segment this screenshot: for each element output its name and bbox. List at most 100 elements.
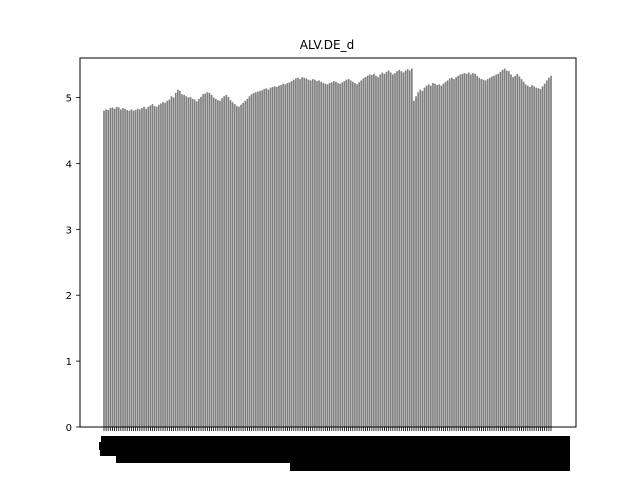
bar xyxy=(411,68,413,427)
bar xyxy=(233,104,236,428)
bar xyxy=(227,96,230,427)
bar xyxy=(402,72,405,427)
bar xyxy=(155,106,158,427)
plot-frame xyxy=(79,57,577,428)
bar xyxy=(221,98,223,427)
bar xyxy=(446,80,449,428)
bar xyxy=(238,106,240,427)
y-tick-label: 3 xyxy=(66,225,72,236)
bar xyxy=(514,75,516,427)
bar xyxy=(516,73,519,427)
bar xyxy=(246,98,249,427)
bar xyxy=(103,110,105,428)
bar xyxy=(318,80,320,428)
bar xyxy=(366,75,369,427)
bar xyxy=(499,71,502,427)
bar xyxy=(457,75,460,427)
x-tick-labels-overlap xyxy=(116,455,570,463)
bar xyxy=(505,70,508,428)
bar xyxy=(472,73,474,427)
bar xyxy=(370,75,373,427)
x-tick-labels-overlap xyxy=(101,436,570,445)
bar xyxy=(257,91,259,428)
bar xyxy=(242,102,245,427)
bar xyxy=(495,74,498,427)
x-axis-ticks xyxy=(99,427,570,471)
bar xyxy=(206,92,209,427)
bar xyxy=(292,79,295,428)
bar xyxy=(307,79,310,428)
bar xyxy=(259,90,261,427)
bar xyxy=(529,86,531,428)
bar xyxy=(415,96,417,427)
bar xyxy=(320,81,323,427)
bar xyxy=(185,96,188,427)
bar xyxy=(497,73,500,427)
bar xyxy=(465,73,468,427)
x-tick-labels-overlap xyxy=(100,449,570,456)
bar xyxy=(482,79,485,428)
bar xyxy=(545,80,548,428)
bar xyxy=(149,105,152,427)
bar xyxy=(486,79,489,427)
bar xyxy=(522,81,525,427)
bar xyxy=(347,79,350,427)
y-tick-label: 2 xyxy=(66,291,72,302)
bar xyxy=(143,106,145,427)
bar xyxy=(269,87,272,428)
bar xyxy=(162,102,164,428)
bar xyxy=(303,77,306,428)
bar xyxy=(252,92,255,428)
bar xyxy=(429,85,432,428)
bar xyxy=(436,85,438,428)
bar xyxy=(404,70,407,428)
bar xyxy=(278,85,280,428)
bar xyxy=(109,108,112,427)
bar xyxy=(235,106,238,427)
bar xyxy=(461,73,464,427)
bar xyxy=(375,75,377,427)
bar xyxy=(223,96,226,427)
bar xyxy=(539,88,542,427)
bar xyxy=(453,79,455,427)
bar xyxy=(364,77,367,428)
bar xyxy=(204,93,207,427)
bar xyxy=(377,77,379,428)
bar xyxy=(448,78,451,428)
y-tick-label: 1 xyxy=(66,357,72,368)
y-tick-label: 5 xyxy=(66,94,72,105)
bar xyxy=(153,106,156,427)
bar xyxy=(470,74,472,427)
bar xyxy=(305,78,308,428)
bar xyxy=(337,83,339,427)
bar xyxy=(217,100,219,428)
bar xyxy=(187,97,190,427)
bar xyxy=(419,89,422,427)
bar xyxy=(484,80,487,428)
bar xyxy=(330,82,333,427)
y-axis: 0 1 2 3 4 5 xyxy=(66,94,80,434)
bar xyxy=(170,96,173,427)
bar xyxy=(314,79,316,428)
bar xyxy=(105,109,107,428)
bar xyxy=(316,81,318,427)
bar xyxy=(381,72,384,427)
bar xyxy=(413,100,415,427)
bar xyxy=(455,77,457,428)
bar xyxy=(219,100,221,427)
bar xyxy=(432,83,434,427)
chart-title: ALV.DE_d xyxy=(300,38,355,52)
bar xyxy=(117,107,120,428)
bar xyxy=(531,85,533,428)
bar xyxy=(326,84,329,428)
bar xyxy=(141,108,143,427)
bar xyxy=(396,71,398,428)
bar xyxy=(368,74,371,427)
bar xyxy=(284,84,287,428)
bar xyxy=(273,86,276,427)
bar xyxy=(214,98,217,427)
bar xyxy=(373,73,375,427)
bar xyxy=(145,108,148,428)
bar xyxy=(438,84,441,428)
